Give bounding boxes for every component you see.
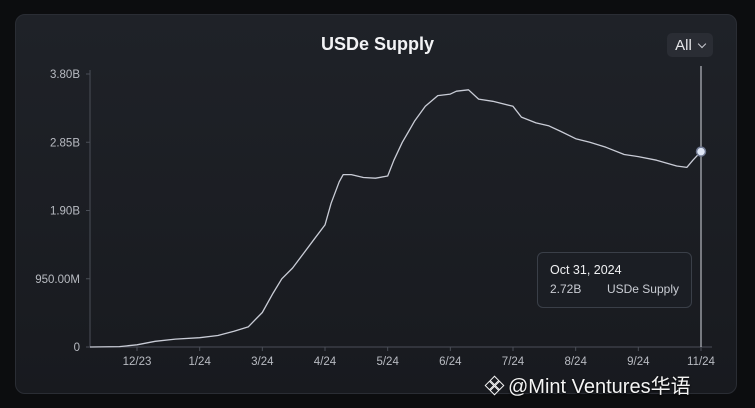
range-select[interactable]: All: [667, 33, 713, 57]
y-tick-label: 3.80B: [50, 69, 80, 81]
x-tick-label: 6/24: [439, 356, 462, 368]
binance-logo-icon: [484, 375, 505, 395]
watermark: @Mint Ventures华语: [484, 370, 691, 399]
range-select-label: All: [675, 36, 692, 54]
chart-card: [15, 14, 737, 394]
x-tick-label: 7/24: [502, 356, 525, 368]
x-tick-label: 8/24: [564, 356, 587, 368]
x-tick-label: 5/24: [376, 356, 399, 368]
hover-group: [695, 66, 707, 347]
watermark-text: @Mint Ventures华语: [508, 376, 691, 398]
y-tick-label: 2.85B: [50, 137, 80, 149]
tooltip-value: 2.72B: [550, 282, 582, 296]
y-tick-label: 950.00M: [35, 274, 80, 286]
chart-title: USDe Supply: [320, 34, 435, 54]
x-tick-label: 4/24: [314, 356, 337, 368]
y-tick-label: 0: [74, 342, 80, 354]
series-line-usde-supply: [89, 89, 702, 348]
chart-axes: [89, 70, 712, 348]
x-axis-ticks: 12/23 1/24 3/24 4/24 5/24 6/24 7/24 8/24 9/24 11/…: [123, 347, 716, 368]
x-tick-label: 3/24: [251, 356, 274, 368]
series-group: [89, 89, 702, 348]
x-tick-label: 9/24: [627, 356, 650, 368]
x-tick-label: 11/24: [687, 356, 716, 368]
x-tick-label: 12/23: [123, 356, 152, 368]
x-tick-label: 1/24: [188, 356, 211, 368]
chart-tooltip: Oct 31, 2024 2.72B USDe Supply: [537, 252, 692, 308]
tooltip-date: Oct 31, 2024: [550, 263, 622, 277]
y-tick-label: 1.90B: [50, 206, 80, 218]
tooltip-series-name: USDe Supply: [606, 282, 679, 296]
hover-point[interactable]: [695, 146, 707, 157]
y-axis-ticks: 0 950.00M 1.90B 2.85B 3.80B: [35, 69, 90, 354]
